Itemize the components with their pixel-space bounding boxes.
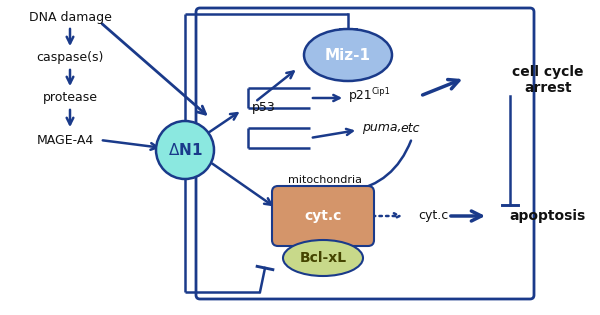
FancyArrowPatch shape	[373, 213, 400, 219]
Ellipse shape	[156, 121, 214, 179]
Text: mitochondria: mitochondria	[288, 175, 362, 185]
FancyArrowPatch shape	[67, 29, 73, 43]
FancyArrowPatch shape	[102, 24, 206, 114]
Text: p21: p21	[349, 89, 373, 102]
FancyArrowPatch shape	[257, 72, 293, 100]
FancyArrowPatch shape	[313, 95, 340, 101]
Text: cyt.c: cyt.c	[304, 209, 341, 223]
Text: cell cycle: cell cycle	[512, 65, 584, 79]
Text: arrest: arrest	[524, 81, 572, 95]
FancyArrowPatch shape	[313, 129, 353, 138]
FancyArrowPatch shape	[67, 110, 73, 124]
FancyArrowPatch shape	[208, 113, 238, 134]
Text: Cip1: Cip1	[372, 88, 391, 96]
Text: cyt.c: cyt.c	[418, 209, 448, 222]
Text: $\Delta$N1: $\Delta$N1	[167, 142, 202, 158]
Text: DNA damage: DNA damage	[29, 12, 112, 25]
Text: MAGE-A4: MAGE-A4	[37, 134, 94, 146]
Text: apoptosis: apoptosis	[510, 209, 586, 223]
Text: protease: protease	[43, 91, 97, 105]
Text: Miz-1: Miz-1	[325, 48, 371, 62]
FancyArrowPatch shape	[67, 70, 73, 83]
Text: caspase(s): caspase(s)	[37, 51, 104, 65]
Ellipse shape	[304, 29, 392, 81]
Text: etc: etc	[400, 122, 419, 135]
FancyArrowPatch shape	[422, 80, 459, 95]
Text: Bcl-xL: Bcl-xL	[299, 251, 347, 265]
FancyArrowPatch shape	[350, 140, 411, 193]
Ellipse shape	[283, 240, 363, 276]
FancyArrowPatch shape	[451, 211, 481, 221]
Text: puma,: puma,	[362, 122, 406, 135]
FancyArrowPatch shape	[212, 163, 271, 205]
Text: p53: p53	[252, 101, 276, 114]
FancyBboxPatch shape	[272, 186, 374, 246]
FancyArrowPatch shape	[103, 140, 157, 150]
